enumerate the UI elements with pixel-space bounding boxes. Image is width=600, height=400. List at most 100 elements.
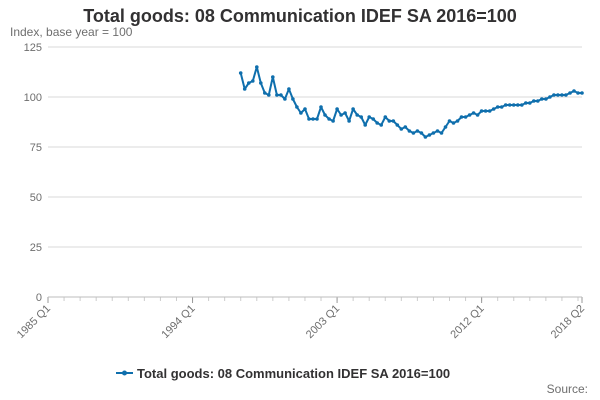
data-point[interactable] — [548, 95, 552, 99]
data-point[interactable] — [423, 135, 428, 139]
data-point[interactable] — [435, 129, 440, 133]
data-point[interactable] — [295, 105, 299, 109]
data-point[interactable] — [463, 115, 468, 119]
data-point[interactable] — [419, 131, 424, 135]
data-point[interactable] — [291, 97, 295, 101]
data-point[interactable] — [279, 93, 283, 97]
data-point[interactable] — [375, 121, 380, 125]
legend[interactable]: Total goods: 08 Communication IDEF SA 20… — [116, 366, 450, 381]
data-point[interactable] — [307, 117, 311, 121]
data-point[interactable] — [263, 91, 267, 95]
data-point[interactable] — [367, 115, 372, 119]
x-tick-label: 1994 Q1 — [159, 303, 197, 341]
data-point[interactable] — [315, 117, 319, 121]
data-point[interactable] — [536, 99, 540, 103]
data-point[interactable] — [271, 75, 275, 79]
data-point[interactable] — [254, 65, 259, 69]
x-tick-label: 1985 Q1 — [15, 303, 53, 341]
data-point[interactable] — [503, 103, 508, 107]
data-point[interactable] — [383, 115, 388, 119]
data-point[interactable] — [556, 93, 560, 97]
x-tick-label: 2003 Q1 — [304, 303, 342, 341]
data-point[interactable] — [532, 99, 536, 103]
data-point[interactable] — [560, 93, 564, 97]
data-point[interactable] — [379, 123, 384, 127]
data-point[interactable] — [238, 71, 243, 75]
data-point[interactable] — [387, 119, 392, 123]
data-point[interactable] — [371, 117, 376, 121]
data-point[interactable] — [347, 119, 351, 123]
data-point[interactable] — [451, 121, 456, 125]
data-point[interactable] — [363, 123, 368, 127]
y-tick-label: 75 — [30, 142, 42, 154]
data-point[interactable] — [287, 87, 291, 91]
data-point[interactable] — [399, 127, 404, 131]
data-point[interactable] — [524, 101, 528, 105]
data-point[interactable] — [572, 89, 576, 93]
data-point[interactable] — [439, 131, 444, 135]
data-point[interactable] — [443, 125, 448, 129]
y-tick-label: 100 — [24, 92, 42, 104]
data-point[interactable] — [319, 105, 323, 109]
data-point[interactable] — [267, 93, 271, 97]
data-point[interactable] — [455, 119, 460, 123]
data-point[interactable] — [516, 103, 520, 107]
data-point[interactable] — [491, 107, 496, 111]
data-point[interactable] — [471, 111, 476, 115]
data-point[interactable] — [335, 107, 339, 111]
data-point[interactable] — [327, 117, 331, 121]
data-point[interactable] — [520, 103, 524, 107]
data-point[interactable] — [283, 97, 287, 101]
data-point[interactable] — [391, 119, 396, 123]
data-point[interactable] — [528, 101, 532, 105]
data-point[interactable] — [540, 97, 544, 101]
data-point[interactable] — [242, 87, 247, 91]
data-point[interactable] — [395, 123, 400, 127]
data-point[interactable] — [411, 131, 416, 135]
data-point[interactable] — [303, 107, 307, 111]
data-point[interactable] — [467, 113, 472, 117]
data-point[interactable] — [359, 115, 364, 119]
y-tick-label: 50 — [30, 192, 42, 204]
data-point[interactable] — [511, 103, 516, 107]
data-point[interactable] — [483, 109, 488, 113]
data-point[interactable] — [507, 103, 512, 107]
data-point[interactable] — [251, 79, 255, 83]
data-point[interactable] — [339, 113, 343, 117]
data-point[interactable] — [447, 119, 452, 123]
data-point[interactable] — [415, 129, 420, 133]
data-point[interactable] — [299, 111, 303, 115]
data-point[interactable] — [351, 107, 355, 111]
data-point[interactable] — [487, 109, 492, 113]
data-point[interactable] — [459, 115, 464, 119]
data-point[interactable] — [323, 113, 327, 117]
data-point[interactable] — [499, 105, 504, 109]
data-point[interactable] — [403, 125, 408, 129]
grid-layer — [47, 46, 582, 301]
data-point[interactable] — [355, 113, 360, 117]
data-point[interactable] — [495, 105, 500, 109]
data-point[interactable] — [331, 119, 335, 123]
source-label: Source: — [546, 382, 588, 396]
data-point[interactable] — [568, 91, 572, 95]
data-point[interactable] — [479, 109, 484, 113]
data-point[interactable] — [311, 117, 315, 121]
data-point[interactable] — [343, 111, 347, 115]
series-layer — [238, 65, 584, 139]
data-point[interactable] — [475, 113, 480, 117]
y-tick-labels: 0 25 50 75 100 125 — [24, 42, 42, 304]
data-point[interactable] — [552, 93, 556, 97]
data-point[interactable] — [427, 133, 432, 137]
data-point[interactable] — [259, 81, 263, 85]
data-point[interactable] — [407, 129, 412, 133]
data-point[interactable] — [544, 97, 548, 101]
data-point[interactable] — [275, 93, 279, 97]
x-tick-labels: 1985 Q1 1994 Q1 2003 Q1 2012 Q1 2018 Q2 — [15, 297, 587, 341]
data-point[interactable] — [576, 91, 580, 95]
x-tick-label: 2018 Q2 — [549, 303, 587, 341]
x-tick-label: 2012 Q1 — [448, 303, 486, 341]
data-point[interactable] — [564, 93, 568, 97]
data-point[interactable] — [247, 81, 251, 85]
data-point[interactable] — [431, 131, 436, 135]
data-point[interactable] — [580, 91, 584, 95]
